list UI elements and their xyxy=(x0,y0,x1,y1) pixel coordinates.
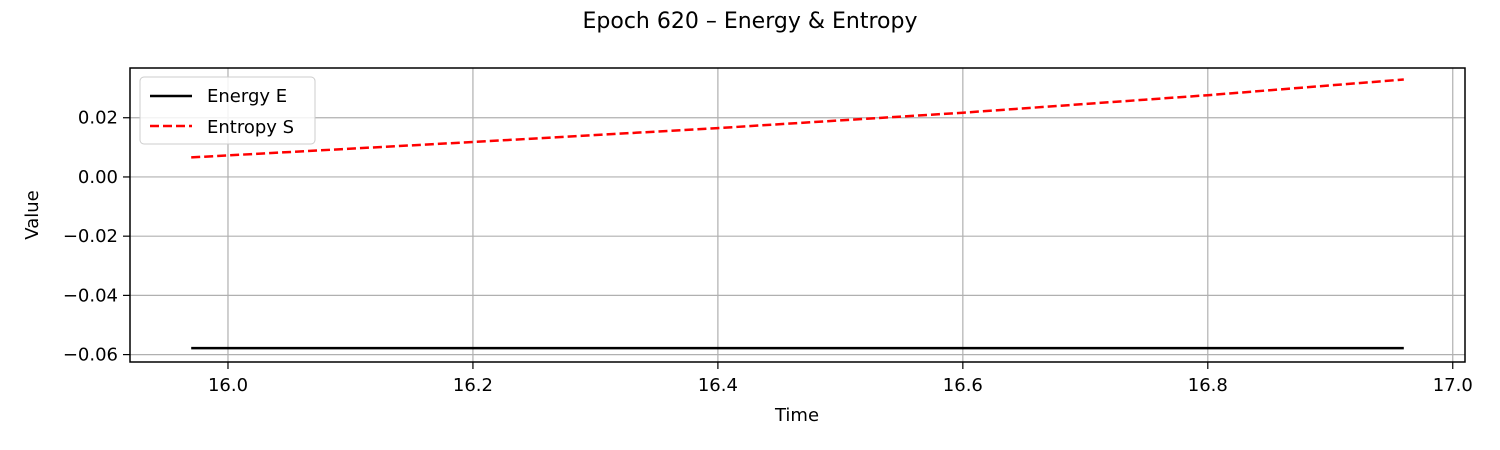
y-axis-label: Value xyxy=(22,190,43,239)
x-tick-label: 16.4 xyxy=(698,375,738,396)
y-tick-label: −0.02 xyxy=(63,226,118,247)
legend-label-energy: Energy E xyxy=(207,86,287,107)
y-tick-label: 0.00 xyxy=(78,167,118,188)
x-axis-ticks: 16.0 16.2 16.4 16.6 16.8 17.0 xyxy=(208,362,1473,396)
x-tick-label: 17.0 xyxy=(1433,375,1473,396)
y-axis-ticks: 0.02 0.00 −0.02 −0.04 −0.06 xyxy=(63,108,130,366)
y-tick-label: −0.06 xyxy=(63,345,118,366)
y-tick-label: −0.04 xyxy=(63,285,118,306)
x-tick-label: 16.8 xyxy=(1188,375,1228,396)
x-axis-label: Time xyxy=(774,405,819,426)
x-tick-label: 16.6 xyxy=(943,375,983,396)
plot-frame xyxy=(129,67,1466,363)
series-line-entropy-s xyxy=(191,78,1404,159)
x-tick-label: 16.2 xyxy=(453,375,493,396)
legend: Energy E Entropy S xyxy=(139,76,316,145)
plot-lines xyxy=(191,78,1404,350)
legend-label-entropy: Entropy S xyxy=(207,117,294,138)
grid xyxy=(130,68,1465,362)
y-tick-label: 0.02 xyxy=(78,108,118,129)
chart-title: Epoch 620 – Energy & Entropy xyxy=(583,9,918,34)
x-tick-label: 16.0 xyxy=(208,375,248,396)
